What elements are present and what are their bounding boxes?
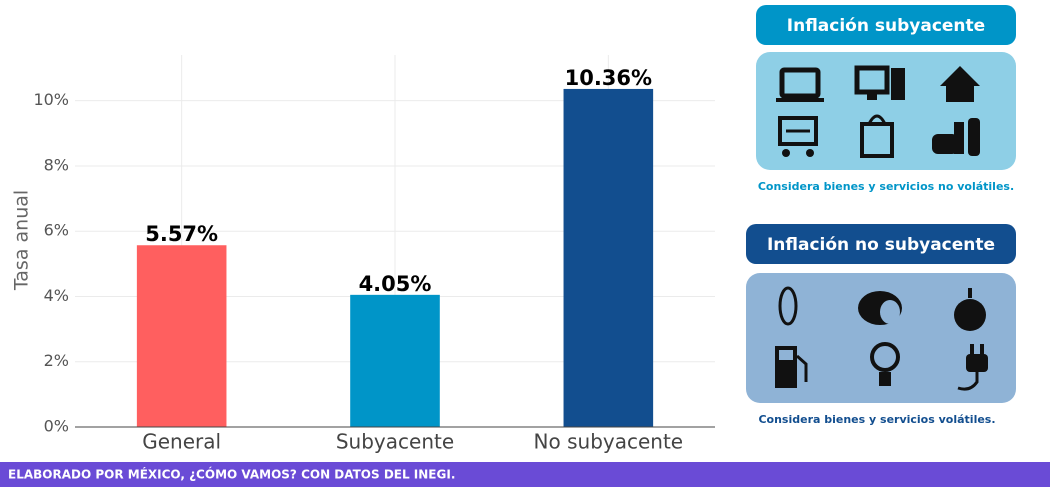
y-tick-label: 4% — [44, 286, 69, 305]
y-tick-label: 6% — [44, 221, 69, 240]
panel-caption: Considera bienes y servicios volátiles. — [758, 413, 995, 426]
bar — [350, 294, 440, 427]
panel-title: Inflación no subyacente — [767, 235, 995, 255]
bar — [136, 245, 227, 427]
y-tick-label: 8% — [44, 155, 69, 174]
value-label: 4.05% — [359, 272, 432, 296]
footer-text: ELABORADO POR MÉXICO, ¿CÓMO VAMOS? CON D… — [8, 467, 455, 482]
footer-bar — [0, 462, 1050, 487]
panel-caption: Considera bienes y servicios no volátile… — [758, 180, 1014, 193]
y-tick-label: 2% — [44, 351, 69, 370]
y-tick-label: 10% — [33, 90, 69, 109]
y-axis-label: Tasa anual — [11, 190, 33, 291]
panel-title: Inflación subyacente — [787, 16, 985, 36]
value-label: 10.36% — [565, 66, 652, 90]
icon-box — [746, 273, 1016, 403]
panel-header — [756, 5, 1016, 45]
x-tick-label: General — [142, 430, 221, 454]
y-tick-label: 0% — [44, 417, 69, 436]
x-tick-label: Subyacente — [336, 430, 454, 454]
panel-header — [746, 224, 1016, 264]
x-tick-label: No subyacente — [534, 430, 684, 454]
value-label: 5.57% — [145, 222, 218, 246]
icons — [776, 65, 980, 158]
icons — [775, 286, 988, 391]
bar — [563, 88, 654, 428]
